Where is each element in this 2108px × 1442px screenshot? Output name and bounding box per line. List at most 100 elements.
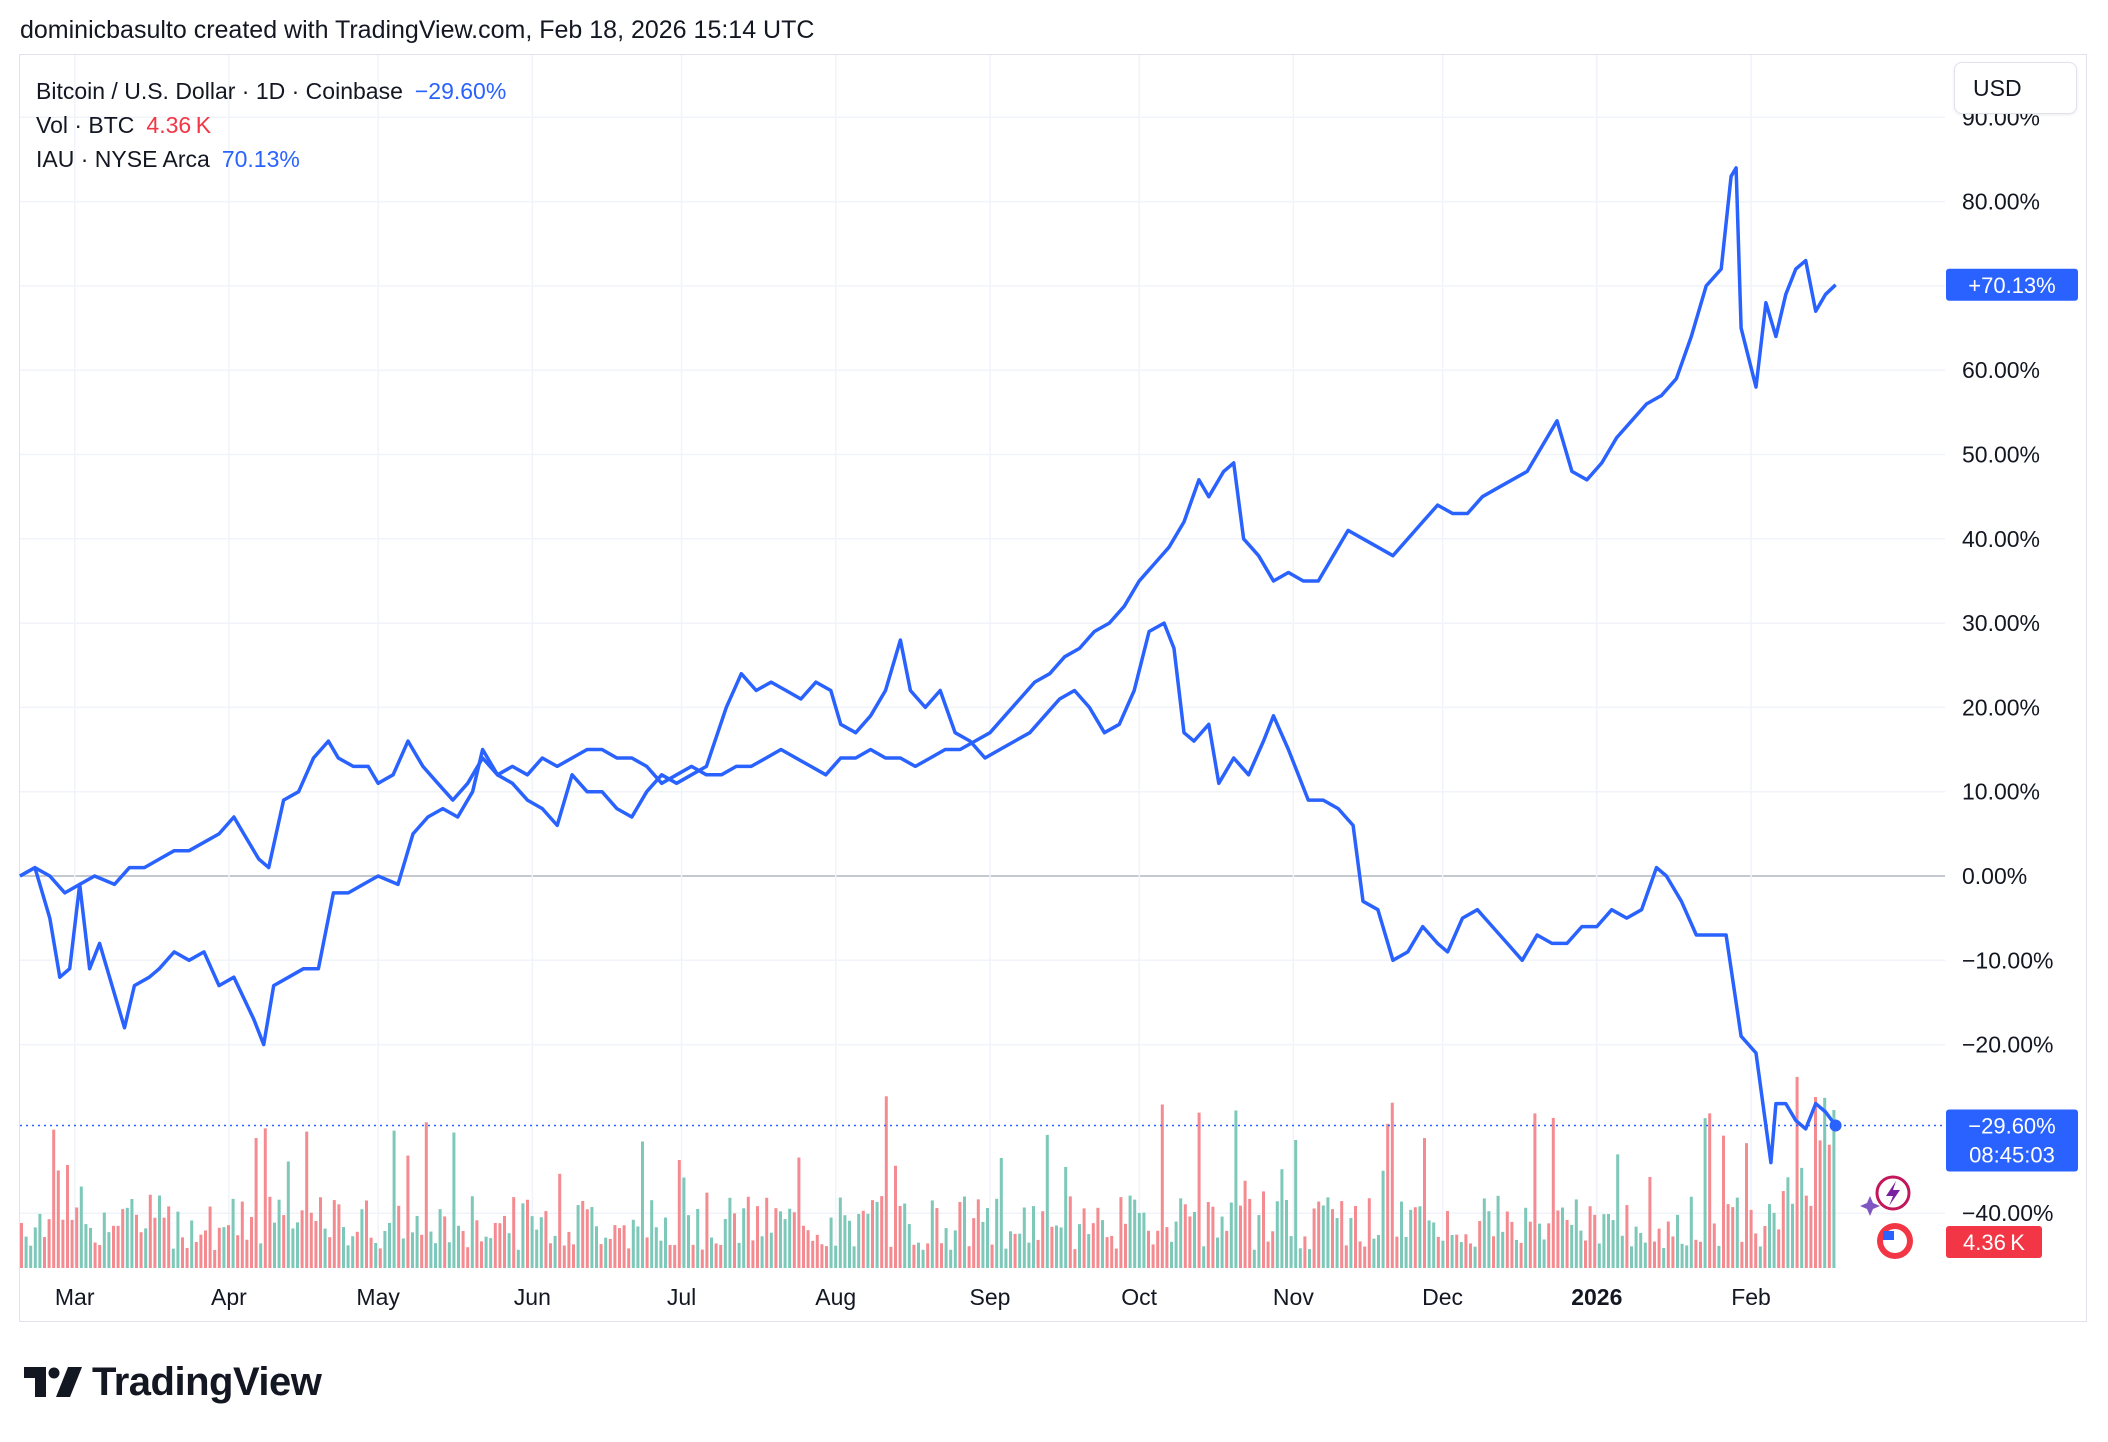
legend-value-btc: −29.60% <box>414 78 507 104</box>
volume-bar <box>47 1219 51 1268</box>
volume-bar <box>1579 1230 1583 1268</box>
x-tick-label: Mar <box>55 1284 95 1310</box>
volume-bar <box>930 1200 934 1268</box>
volume-bar <box>976 1199 980 1268</box>
volume-bar <box>1735 1197 1739 1268</box>
volume-bar <box>420 1234 424 1268</box>
volume-bar <box>1492 1236 1495 1268</box>
volume-bar <box>940 1243 943 1268</box>
volume-bar <box>438 1209 442 1268</box>
volume-bar <box>926 1243 930 1268</box>
volume-bar <box>1469 1243 1472 1268</box>
y-tick-label: −10.00% <box>1962 947 2053 973</box>
volume-bar <box>475 1220 479 1268</box>
volume-bar <box>1482 1198 1486 1268</box>
volume-bar <box>1818 1140 1822 1268</box>
volume-bar <box>1128 1195 1132 1268</box>
volume-bar <box>1740 1241 1744 1268</box>
legend-row-btc[interactable]: Bitcoin / U.S. Dollar · 1D · Coinbase −29… <box>36 74 506 108</box>
volume-bar <box>236 1235 240 1268</box>
volume-bar <box>162 1217 166 1268</box>
volume-bar <box>1050 1226 1054 1268</box>
volume-bar <box>641 1141 644 1268</box>
volume-bar <box>1584 1240 1587 1268</box>
volume-bar <box>806 1230 810 1268</box>
x-tick-label: Dec <box>1422 1284 1463 1310</box>
volume-bar <box>314 1220 318 1268</box>
volume-bar <box>61 1219 65 1268</box>
volume-bar <box>1344 1245 1348 1268</box>
volume-bar <box>949 1249 953 1268</box>
volume-bar <box>779 1211 782 1268</box>
volume-bar <box>406 1155 410 1268</box>
volume-bar <box>1110 1235 1114 1268</box>
volume-badge <box>1946 1226 2042 1258</box>
chart-legend: Bitcoin / U.S. Dollar · 1D · Coinbase −29… <box>36 74 506 176</box>
volume-bar <box>383 1231 387 1268</box>
volume-bar <box>1611 1220 1615 1268</box>
volume-bar <box>1501 1231 1505 1268</box>
volume-bar <box>56 1170 60 1268</box>
volume-bar <box>1294 1139 1298 1268</box>
x-tick-label: Feb <box>1731 1284 1771 1310</box>
volume-bar <box>880 1196 884 1268</box>
volume-bar <box>374 1243 378 1268</box>
volume-bar <box>29 1245 33 1268</box>
volume-bar <box>1565 1219 1569 1268</box>
volume-bar <box>999 1157 1003 1268</box>
chart-pane[interactable] <box>19 54 2087 1322</box>
volume-bar <box>567 1231 571 1268</box>
volume-bar <box>1795 1076 1799 1268</box>
volume-bar <box>760 1236 764 1268</box>
volume-bar <box>1045 1134 1049 1268</box>
volume-bar <box>319 1197 322 1268</box>
volume-bar <box>889 1246 893 1268</box>
volume-bar <box>1781 1191 1785 1268</box>
volume-bar <box>1156 1230 1160 1268</box>
volume-bar <box>208 1206 212 1268</box>
legend-row-iau[interactable]: IAU · NYSE Arca 70.13% <box>36 142 506 176</box>
volume-bar <box>185 1247 189 1268</box>
volume-bar <box>1786 1177 1790 1268</box>
legend-row-volume[interactable]: Vol · BTC 4.36 K <box>36 108 506 142</box>
volume-bar <box>526 1199 529 1268</box>
y-tick-label: 50.00% <box>1962 442 2040 468</box>
volume-bar <box>1101 1220 1104 1268</box>
volume-bar <box>990 1244 994 1268</box>
volume-bar <box>576 1205 580 1268</box>
series-line-btc[interactable] <box>19 621 1838 1165</box>
volume-bar <box>75 1207 79 1268</box>
volume-bar <box>792 1212 796 1268</box>
volume-bar <box>1630 1246 1633 1268</box>
volume-bar <box>884 1096 888 1268</box>
volume-bar <box>733 1213 736 1268</box>
volume-bar <box>751 1240 755 1268</box>
volume-bar <box>388 1222 391 1268</box>
volume-bar <box>1280 1169 1284 1268</box>
volume-bar <box>700 1249 704 1268</box>
volume-bar <box>1758 1246 1762 1268</box>
volume-bar <box>769 1232 773 1268</box>
volume-bar <box>1625 1205 1629 1268</box>
volume-bar <box>1772 1212 1776 1268</box>
grid-lines <box>20 55 1945 1265</box>
volume-bar <box>20 1223 23 1268</box>
volume-bar <box>553 1235 557 1268</box>
volume-bar <box>1321 1205 1325 1268</box>
volume-bar <box>461 1231 465 1268</box>
volume-bar <box>300 1210 304 1268</box>
volume-bar <box>397 1205 401 1268</box>
volume-bar <box>328 1237 332 1268</box>
series-line-iau[interactable] <box>19 166 1837 895</box>
tradingview-logo[interactable]: TradingView <box>24 1360 322 1404</box>
x-tick-label: Sep <box>969 1284 1010 1310</box>
volume-bar <box>1390 1102 1394 1268</box>
volume-bar <box>788 1208 792 1268</box>
currency-button[interactable]: USD <box>1954 62 2077 114</box>
volume-bar <box>158 1195 161 1268</box>
volume-bar <box>1791 1203 1794 1268</box>
btc-last-point <box>1829 1119 1842 1132</box>
volume-bar <box>1271 1231 1275 1268</box>
volume-bar <box>1556 1210 1560 1268</box>
